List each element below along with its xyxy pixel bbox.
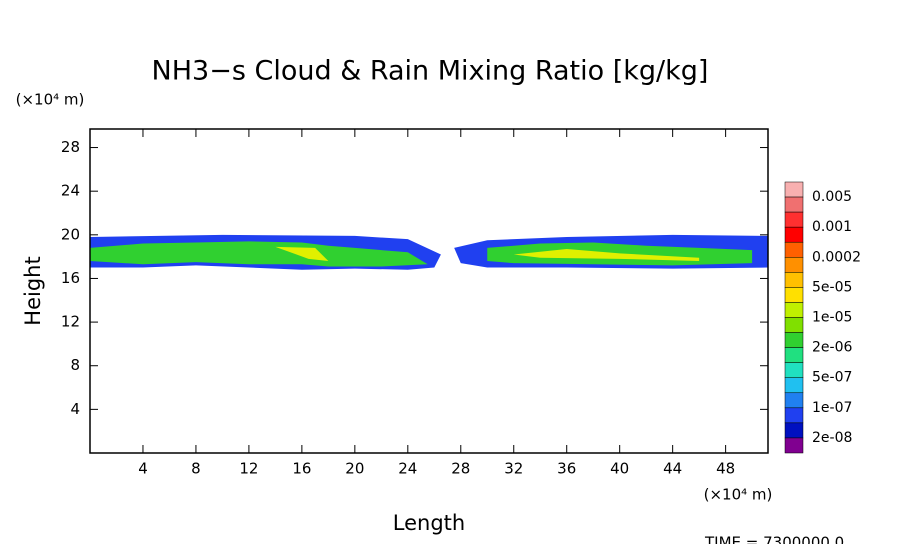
colorbar-label: 5e-07 — [812, 370, 852, 386]
contour-region — [90, 241, 428, 267]
colorbar-swatch — [784, 437, 804, 454]
x-tick-label: 48 — [716, 460, 735, 478]
colorbar-label: 5e-05 — [812, 279, 852, 295]
y-axis-label: Height — [21, 256, 45, 325]
x-tick-label: 20 — [345, 460, 364, 478]
colorbar-label: 2e-08 — [812, 430, 852, 446]
colorbar-swatch — [784, 226, 804, 243]
x-tick-label: 44 — [663, 460, 682, 478]
colorbar-swatch — [784, 332, 804, 348]
y-tick-label: 20 — [61, 225, 80, 243]
contour-region — [275, 246, 329, 261]
x-tick-label: 24 — [398, 460, 417, 478]
x-axis-label: Length — [393, 511, 465, 535]
colorbar-label: 1e-07 — [812, 400, 852, 416]
colorbar-swatch — [784, 211, 804, 228]
y-tick-label: 12 — [61, 313, 80, 331]
x-tick-label: 32 — [504, 460, 523, 478]
chart-title: NH3−s Cloud & Rain Mixing Ratio [kg/kg] — [152, 56, 709, 87]
y-tick-label: 4 — [70, 400, 80, 418]
y-tick-label: 8 — [70, 356, 80, 374]
colorbar-swatch — [784, 241, 804, 258]
colorbar-label: 0.0002 — [812, 249, 861, 265]
y-tick-label: 24 — [61, 182, 80, 200]
x-unit: (×10⁴ m) — [704, 486, 773, 504]
colorbar-swatch — [784, 407, 804, 424]
colorbar-swatch — [784, 422, 804, 439]
y-tick-label: 16 — [61, 269, 80, 287]
colorbar-label: 2e-06 — [812, 340, 852, 356]
x-tick-label: 36 — [557, 460, 576, 478]
colorbar-swatch — [784, 287, 804, 303]
x-tick-label: 40 — [610, 460, 629, 478]
contour-region — [513, 249, 700, 261]
x-tick-label: 8 — [191, 460, 201, 478]
x-tick-label: 12 — [239, 460, 258, 478]
colorbar-swatch — [784, 181, 804, 198]
colorbar-label: 0.001 — [812, 219, 852, 235]
plot-frame — [89, 128, 769, 454]
colorbar-swatch — [784, 302, 804, 318]
footer: TIME = 7300000.0 — [704, 534, 844, 544]
colorbar-label: 1e-05 — [812, 310, 852, 326]
colorbar-swatch — [784, 196, 804, 213]
colorbar-swatch — [784, 377, 804, 394]
colorbar-swatch — [784, 362, 804, 378]
colorbar-swatch — [784, 257, 804, 273]
y-unit: (×10⁴ m) — [16, 91, 85, 109]
colorbar-swatch — [784, 272, 804, 288]
colorbar-swatch — [784, 347, 804, 363]
y-tick-label: 28 — [61, 138, 80, 156]
colorbar-label: 0.005 — [812, 189, 852, 205]
x-tick-label: 28 — [451, 460, 470, 478]
x-tick-label: 4 — [138, 460, 148, 478]
x-tick-label: 16 — [292, 460, 311, 478]
colorbar-swatch — [784, 392, 804, 409]
colorbar-swatch — [784, 317, 804, 333]
